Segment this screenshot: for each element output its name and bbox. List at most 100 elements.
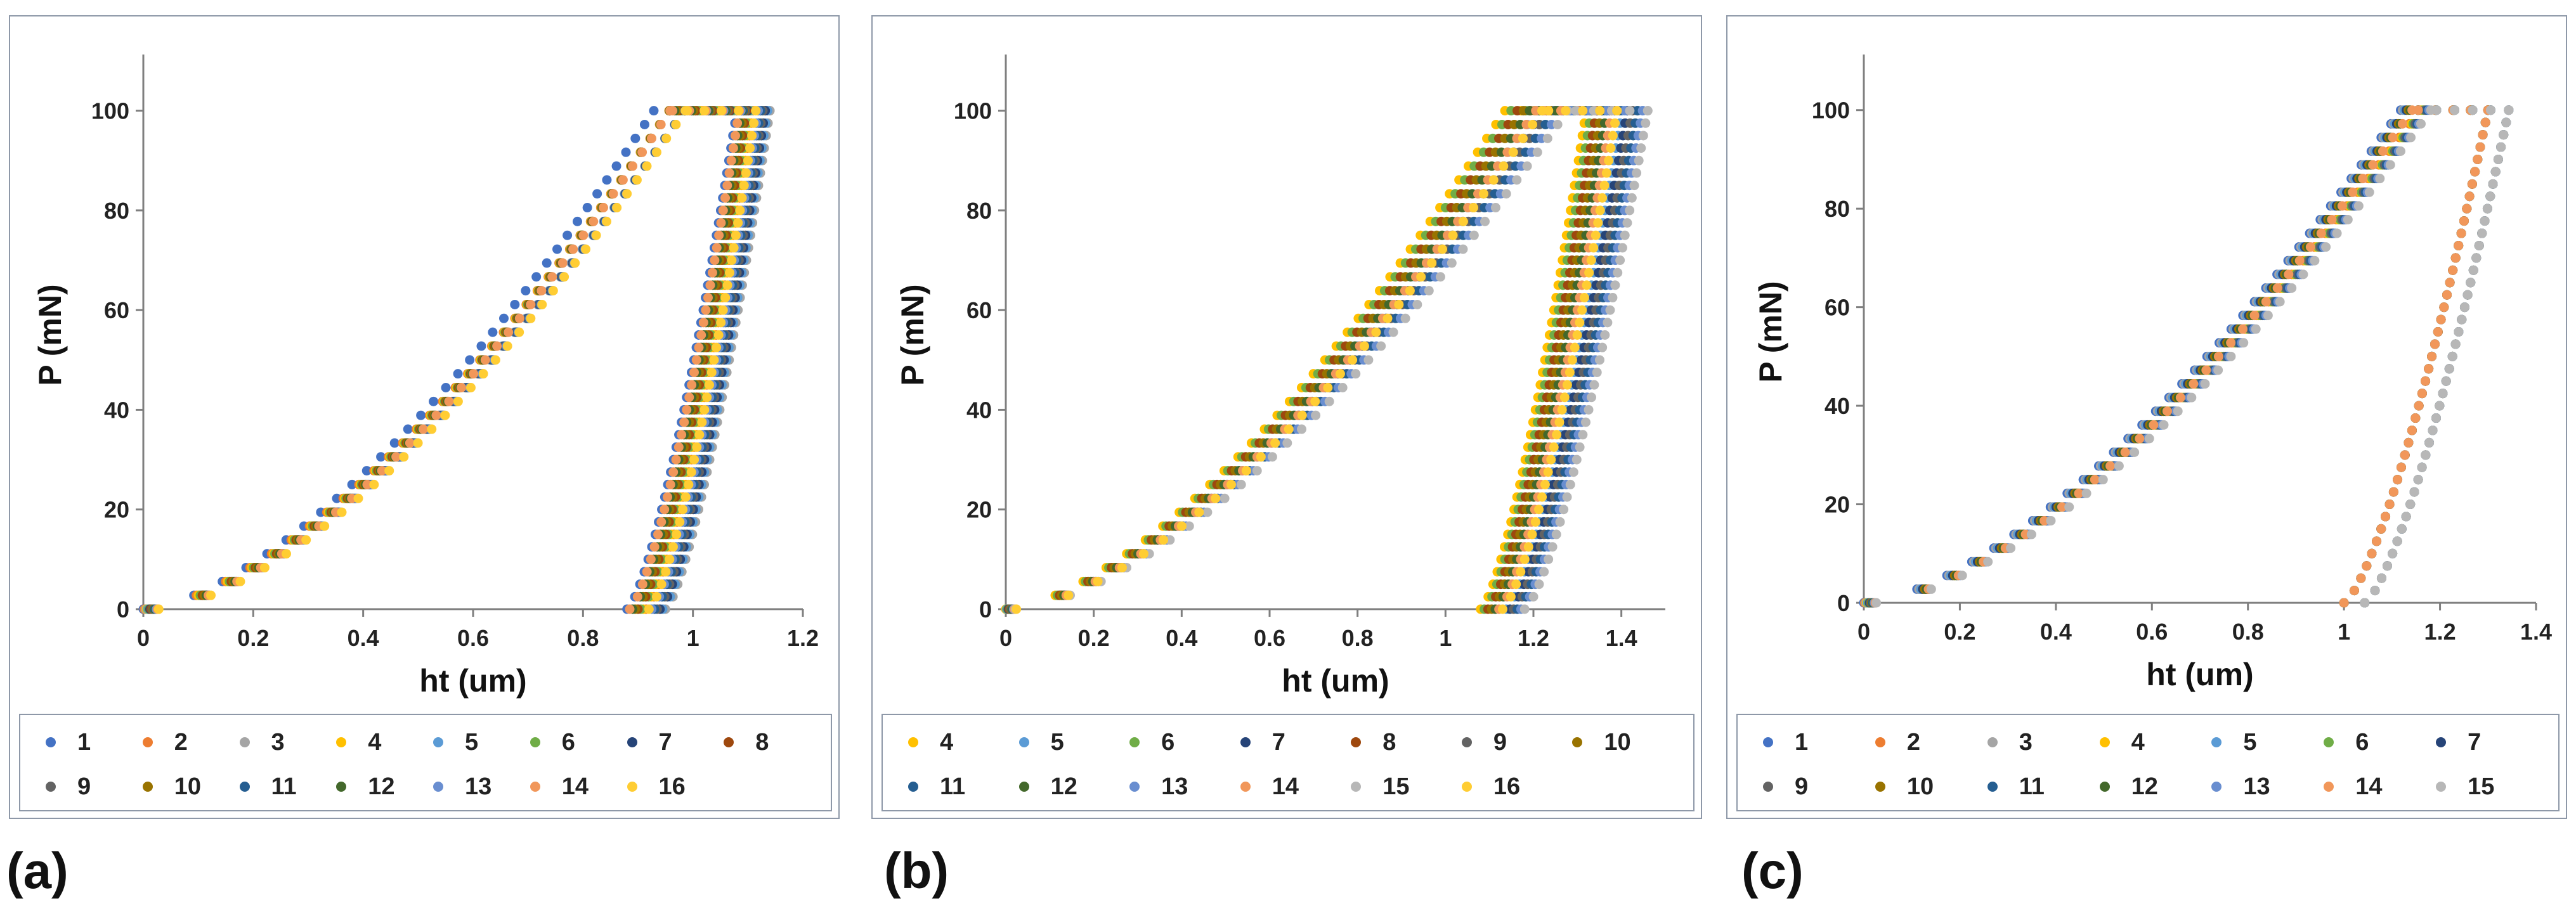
- data-point: [2504, 105, 2514, 115]
- data-point: [2468, 105, 2478, 115]
- legend-marker: [336, 782, 347, 792]
- data-point: [2238, 324, 2248, 334]
- data-point: [259, 562, 270, 572]
- legend-a: 1 2 3 4 5 6 7 8 9 10 11 12 13 14 16: [19, 714, 832, 811]
- legend-marker: [336, 737, 347, 747]
- data-point: [1416, 272, 1426, 282]
- data-point: [727, 255, 737, 266]
- legend-marker: [1763, 782, 1773, 792]
- data-point: [1604, 155, 1614, 165]
- data-point: [2162, 406, 2172, 416]
- x-tick-label: 1.2: [2424, 619, 2456, 645]
- data-point: [1511, 579, 1521, 590]
- data-point: [1310, 396, 1320, 406]
- plot-c: 0 20 40 60 80 100 0 0.2 0.4 0.6 0.8 1 1.2 1.4 ht (um) P…: [1753, 55, 2552, 692]
- data-point: [1610, 280, 1620, 290]
- data-point: [431, 410, 441, 420]
- legend-row: 1 2 3 4 5 6 7: [1738, 720, 2558, 764]
- data-point: [1530, 517, 1540, 527]
- data-point: [651, 147, 661, 157]
- data-point: [2251, 324, 2261, 334]
- data-point: [741, 168, 751, 178]
- data-point: [2081, 488, 2091, 498]
- legend-item-16: 16: [627, 764, 686, 809]
- data-point: [684, 479, 694, 489]
- legend-item-5: 5: [2211, 720, 2257, 764]
- data-point: [361, 466, 372, 476]
- data-point: [724, 268, 734, 278]
- data-point: [2201, 365, 2211, 375]
- legend-item-12: 12: [336, 764, 395, 809]
- data-point: [2499, 130, 2509, 140]
- data-point: [376, 452, 386, 462]
- data-point: [702, 392, 712, 403]
- y-tick-label: 80: [966, 198, 992, 224]
- legend-marker: [1351, 782, 1362, 792]
- x-tick-label: 0.6: [1254, 625, 1285, 651]
- x-axis-label: ht (um): [1282, 663, 1389, 699]
- legend-item-10: 10: [142, 764, 201, 809]
- data-point: [684, 392, 694, 403]
- data-point: [1601, 168, 1611, 178]
- data-point: [686, 467, 696, 477]
- data-point: [717, 106, 727, 116]
- x-tick-label: 0.4: [348, 625, 379, 651]
- data-point: [2378, 146, 2388, 156]
- data-point: [2477, 228, 2487, 238]
- data-point: [2431, 413, 2441, 423]
- data-point: [1324, 396, 1334, 406]
- data-point: [581, 244, 591, 254]
- data-point: [649, 542, 660, 552]
- series-14: [1870, 105, 2493, 608]
- legend-marker: [142, 737, 153, 747]
- data-point: [1424, 286, 1434, 296]
- series-15: [1871, 105, 2514, 608]
- data-point: [1610, 118, 1620, 128]
- data-point: [2039, 515, 2050, 525]
- legend-item-8: 8: [1351, 720, 1396, 764]
- data-point: [480, 355, 490, 365]
- data-point: [1599, 181, 1610, 191]
- data-point: [689, 367, 699, 377]
- data-point: [1405, 286, 1415, 296]
- data-point: [689, 454, 699, 465]
- data-point: [2405, 500, 2416, 510]
- data-point: [465, 383, 476, 393]
- data-point: [504, 327, 514, 337]
- data-point: [2485, 191, 2495, 202]
- data-point: [2433, 327, 2443, 337]
- data-point: [2462, 203, 2472, 214]
- data-point: [2407, 425, 2417, 435]
- data-point: [2384, 500, 2395, 510]
- legend-item-14: 14: [1240, 764, 1299, 809]
- legend-marker: [433, 737, 443, 747]
- data-point: [714, 230, 724, 240]
- legend-marker: [1129, 737, 1140, 747]
- data-point: [2120, 448, 2130, 457]
- data-point: [1252, 466, 1262, 476]
- data-point: [622, 189, 632, 199]
- data-point: [2468, 265, 2478, 275]
- panel-label-c: (c): [1741, 842, 1804, 899]
- x-tick-label: 1.4: [2520, 619, 2552, 645]
- data-point: [476, 341, 486, 351]
- x-tick-label: 0.8: [1342, 625, 1374, 651]
- legend-item-5: 5: [1018, 720, 1064, 764]
- y-tick-label: 100: [91, 98, 129, 124]
- data-point: [568, 244, 578, 254]
- data-point: [1388, 327, 1398, 337]
- data-point: [671, 119, 681, 129]
- legend-row: 4 5 6 7 8 9 10: [883, 720, 1693, 764]
- data-point: [2353, 201, 2364, 211]
- data-point: [1555, 517, 1565, 527]
- y-tick-label: 80: [104, 198, 129, 224]
- legend-item-8: 8: [724, 720, 769, 764]
- x-tick-label: 0.2: [237, 625, 269, 651]
- data-point: [733, 218, 743, 228]
- legend-item-12: 12: [1018, 764, 1077, 809]
- legend-label: 9: [1493, 728, 1507, 756]
- data-point: [2337, 201, 2347, 211]
- x-tick-label: 1.4: [1606, 625, 1637, 651]
- data-point: [598, 203, 608, 213]
- legend-item-14: 14: [2324, 764, 2383, 809]
